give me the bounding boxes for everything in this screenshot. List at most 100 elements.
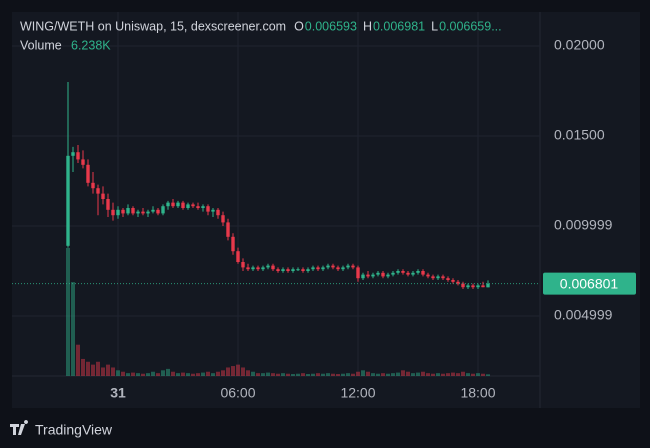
candle-body: [86, 164, 90, 183]
volume-bar: [361, 370, 365, 376]
x-tick-label: 18:00: [460, 385, 495, 401]
grid: [12, 12, 540, 376]
candle-body: [276, 269, 280, 272]
volume-bar: [411, 373, 415, 376]
volume-bar: [376, 373, 380, 376]
candle-body: [111, 209, 115, 216]
volume-bar: [206, 371, 210, 376]
volume-value: 6.238K: [71, 38, 111, 52]
candle-body: [381, 272, 385, 277]
y-tick-label: 0.02000: [554, 37, 605, 53]
candle-body: [106, 199, 110, 210]
volume-bar: [161, 370, 165, 376]
volume-bar: [291, 374, 295, 376]
volume-bar: [221, 370, 225, 376]
volume-bar: [191, 373, 195, 376]
candle-body: [231, 236, 235, 252]
volume-bar: [471, 373, 475, 376]
candle-body: [351, 265, 355, 268]
chart-title: WING/WETH on Uniswap, 15, dexscreener.co…: [20, 19, 286, 33]
candle-body: [136, 211, 140, 214]
volume-bar: [356, 371, 360, 376]
candle-body: [431, 276, 435, 279]
volume-bar: [311, 373, 315, 376]
candle-body: [286, 269, 290, 272]
volume-bar: [166, 368, 170, 376]
candle-body: [206, 206, 210, 212]
volume-bar: [271, 373, 275, 376]
candle-body: [71, 152, 75, 156]
volume-bar: [261, 373, 265, 376]
candle-body: [376, 272, 380, 275]
volume-bar: [141, 373, 145, 376]
candle-body: [471, 285, 475, 288]
volume-bar: [381, 373, 385, 376]
candle-body: [66, 155, 70, 246]
volume-bar: [121, 371, 125, 376]
candle-body: [411, 272, 415, 275]
candle-body: [256, 267, 260, 270]
candle-body: [156, 209, 160, 214]
candles: [66, 82, 490, 290]
volume-bar: [256, 373, 260, 376]
volume-bar: [171, 371, 175, 376]
candle-body: [356, 267, 360, 279]
volume-bar: [486, 374, 490, 376]
volume-bar: [211, 373, 215, 376]
candle-body: [101, 193, 105, 200]
volume-bar: [446, 373, 450, 376]
candle-body: [476, 285, 480, 288]
candle-body: [461, 283, 465, 288]
candle-body: [321, 267, 325, 270]
volume-bar: [266, 372, 270, 376]
volume-bar: [421, 371, 425, 376]
volume-bar: [216, 371, 220, 376]
candle-body: [401, 271, 405, 273]
candle-body: [366, 274, 370, 277]
candle-body: [436, 276, 440, 279]
volume-bar: [316, 373, 320, 376]
volume-bar: [151, 371, 155, 376]
volume-bar: [111, 367, 115, 376]
volume-bar: [301, 373, 305, 376]
volume-bar: [156, 373, 160, 376]
volume-bar: [461, 371, 465, 376]
volume-bar: [431, 373, 435, 376]
volume-bar: [146, 373, 150, 376]
candle-body: [91, 182, 95, 189]
volume-bar: [336, 374, 340, 376]
candle-body: [121, 209, 125, 214]
volume-bar: [481, 373, 485, 376]
candle-body: [456, 281, 460, 284]
candle-body: [161, 206, 165, 214]
candle-body: [426, 274, 430, 277]
candle-body: [416, 271, 420, 273]
y-tick-label: 0.009999: [554, 217, 613, 233]
ohlc-value: 0.006593: [305, 19, 357, 33]
candle-body: [266, 265, 270, 268]
volume-bar: [186, 373, 190, 376]
volume-bar: [236, 364, 240, 376]
volume-bar: [196, 373, 200, 376]
volume-bar: [426, 373, 430, 376]
volume-bar: [96, 361, 100, 376]
volume-bar: [456, 373, 460, 376]
volume-bar: [136, 373, 140, 376]
candle-body: [236, 251, 240, 263]
candle-body: [481, 285, 485, 288]
ohlc-label: L: [431, 19, 438, 33]
candle-body: [96, 188, 100, 194]
brand: TradingView: [10, 420, 113, 438]
volume-bar: [401, 370, 405, 376]
candle-body: [326, 265, 330, 268]
volume-bar: [231, 366, 235, 376]
volume-bar: [101, 367, 105, 376]
candle-body: [131, 208, 135, 214]
volume-bar: [66, 248, 70, 376]
volume-bar: [181, 372, 185, 376]
volume-bar: [366, 371, 370, 376]
candle-body: [176, 202, 180, 207]
volume-bar: [391, 373, 395, 376]
